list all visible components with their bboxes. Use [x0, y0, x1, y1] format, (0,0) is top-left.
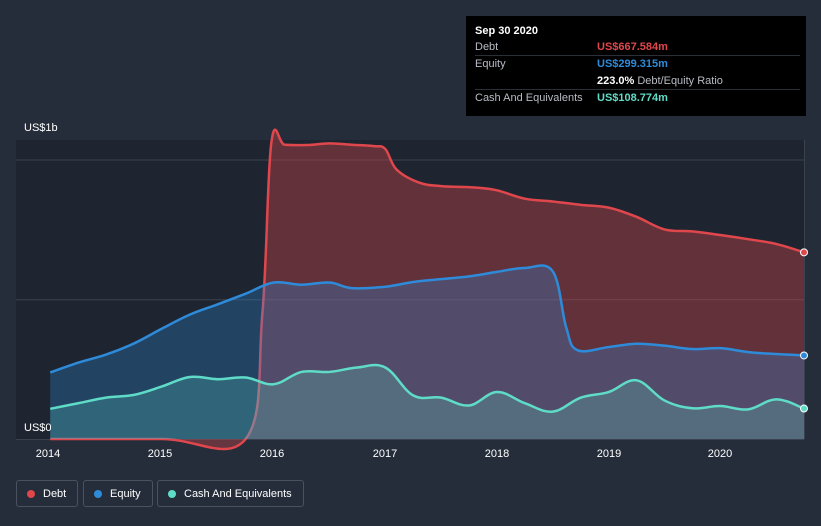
- legend-item-debt[interactable]: Debt: [16, 480, 78, 507]
- cash-and-equivalents-line: [49, 363, 805, 413]
- debt-end-marker: [800, 248, 808, 257]
- cash-and-equivalents-end-marker: [800, 404, 808, 413]
- tooltip-value: US$108.774m: [597, 92, 668, 104]
- tooltip-value: 223.0%: [597, 75, 635, 87]
- tooltip-label: Cash And Equivalents: [475, 92, 583, 104]
- debt-line: [50, 128, 805, 451]
- legend-item-cash[interactable]: Cash And Equivalents: [157, 480, 304, 507]
- tooltip-value: US$299.315m: [597, 58, 668, 70]
- x-tick-2017: 2017: [372, 448, 398, 460]
- tooltip-label: Debt: [475, 41, 499, 53]
- plot-background: [16, 140, 804, 439]
- y-axis-top-label: US$1b: [24, 122, 58, 134]
- y-axis-bottom-label: US$0: [24, 422, 52, 434]
- equity-line: [49, 264, 805, 374]
- x-tick-2016: 2016: [259, 448, 285, 460]
- legend-dot-icon: [168, 489, 176, 498]
- x-tick-2020: 2020: [707, 448, 733, 460]
- tooltip-row-cash: Cash And Equivalents US$108.774m: [475, 90, 800, 106]
- tooltip-date: Sep 30 2020: [475, 25, 538, 37]
- tooltip-value: US$667.584m: [597, 41, 668, 53]
- cash-and-equivalents-area: [50, 365, 804, 439]
- tooltip-ratio-value: 223.0% Debt/Equity Ratio: [597, 73, 723, 89]
- x-tick-2019: 2019: [596, 448, 622, 460]
- x-tick-2014: 2014: [35, 448, 61, 460]
- legend-dot-icon: [94, 489, 102, 498]
- x-tick-2015: 2015: [147, 448, 173, 460]
- legend-label: Cash And Equivalents: [184, 487, 292, 500]
- equity-end-marker: [800, 351, 808, 360]
- legend-item-equity[interactable]: Equity: [83, 480, 153, 507]
- legend-dot-icon: [27, 489, 35, 498]
- tooltip-panel: Sep 30 2020 Debt US$667.584m Equity US$2…: [466, 16, 806, 116]
- tooltip-row-equity: Equity US$299.315m: [475, 56, 800, 72]
- tooltip-label: Equity: [475, 58, 506, 70]
- tooltip-row-ratio: 223.0% Debt/Equity Ratio: [475, 73, 800, 90]
- tooltip-ratio-label: Debt/Equity Ratio: [637, 75, 723, 87]
- equity-area: [50, 265, 804, 439]
- legend-label: Debt: [43, 487, 67, 500]
- tooltip-row-debt: Debt US$667.584m: [475, 39, 800, 56]
- x-tick-2018: 2018: [484, 448, 510, 460]
- legend-label: Equity: [110, 487, 141, 500]
